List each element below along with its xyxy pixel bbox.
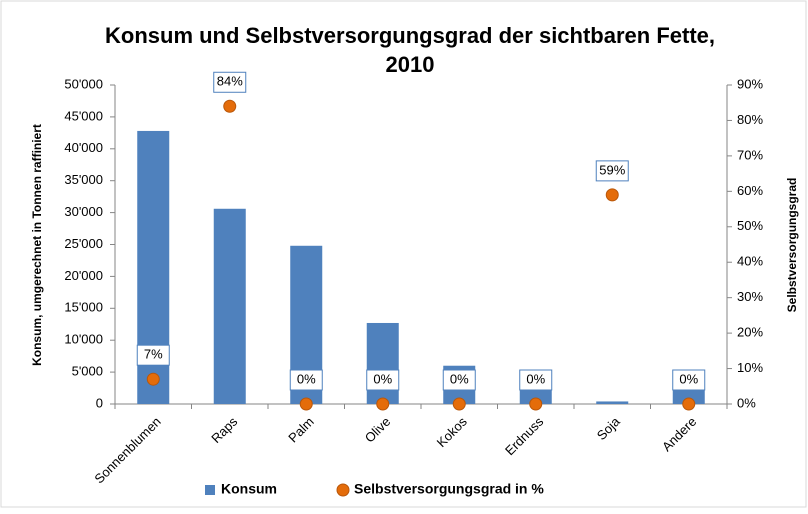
data-label: 59% (599, 162, 625, 177)
y-tick-label: 0 (96, 395, 103, 410)
data-label: 0% (679, 371, 698, 386)
point (223, 99, 237, 113)
point (605, 188, 619, 202)
y2-tick-label: 90% (737, 76, 763, 91)
y-tick-label: 20'000 (64, 268, 103, 283)
legend-label: Konsum (221, 481, 277, 497)
chart-title: Konsum und Selbstversorgungsgrad der sic… (105, 23, 715, 48)
legend-marker (336, 483, 350, 497)
data-label-box (366, 369, 400, 391)
bar (596, 401, 629, 404)
y-tick-label: 40'000 (64, 140, 103, 155)
y-tick-label: 10'000 (64, 332, 103, 347)
y-tick-label: 45'000 (64, 108, 103, 123)
data-label-box (213, 71, 247, 93)
y-tick-label: 5'000 (72, 364, 103, 379)
point (376, 397, 390, 411)
data-label: 0% (526, 371, 545, 386)
data-label-box (136, 344, 170, 366)
data-label-box (442, 369, 476, 391)
bar (213, 208, 246, 404)
y2-axis-title: Selbstversorgungsgrad (785, 178, 799, 313)
y-tick-label: 25'000 (64, 236, 103, 251)
legend-label: Selbstversorgungsgrad in % (354, 481, 544, 497)
legend-marker (205, 485, 215, 495)
data-label-box (289, 369, 323, 391)
point (146, 372, 160, 386)
data-label-box (519, 369, 553, 391)
chart-title: 2010 (386, 52, 435, 77)
data-label-box (672, 369, 706, 391)
bar (366, 322, 399, 404)
data-label-box (595, 160, 629, 182)
y2-tick-label: 30% (737, 289, 763, 304)
y2-tick-label: 40% (737, 254, 763, 269)
y-tick-label: 35'000 (64, 172, 103, 187)
y-tick-label: 30'000 (64, 204, 103, 219)
point (682, 397, 696, 411)
y-tick-label: 50'000 (64, 76, 103, 91)
y-axis-title: Konsum, umgerechnet in Tonnen raffiniert (30, 124, 44, 366)
y2-tick-label: 60% (737, 183, 763, 198)
y2-tick-label: 80% (737, 112, 763, 127)
data-label: 0% (297, 371, 316, 386)
data-label: 0% (450, 371, 469, 386)
point (299, 397, 313, 411)
data-label: 0% (373, 371, 392, 386)
point (452, 397, 466, 411)
data-label: 7% (144, 347, 163, 362)
y2-tick-label: 10% (737, 360, 763, 375)
y2-tick-label: 0% (737, 395, 756, 410)
y2-tick-label: 50% (737, 218, 763, 233)
y2-tick-label: 20% (737, 325, 763, 340)
y2-tick-label: 70% (737, 147, 763, 162)
point (529, 397, 543, 411)
data-label: 84% (217, 74, 243, 89)
y-tick-label: 15'000 (64, 300, 103, 315)
